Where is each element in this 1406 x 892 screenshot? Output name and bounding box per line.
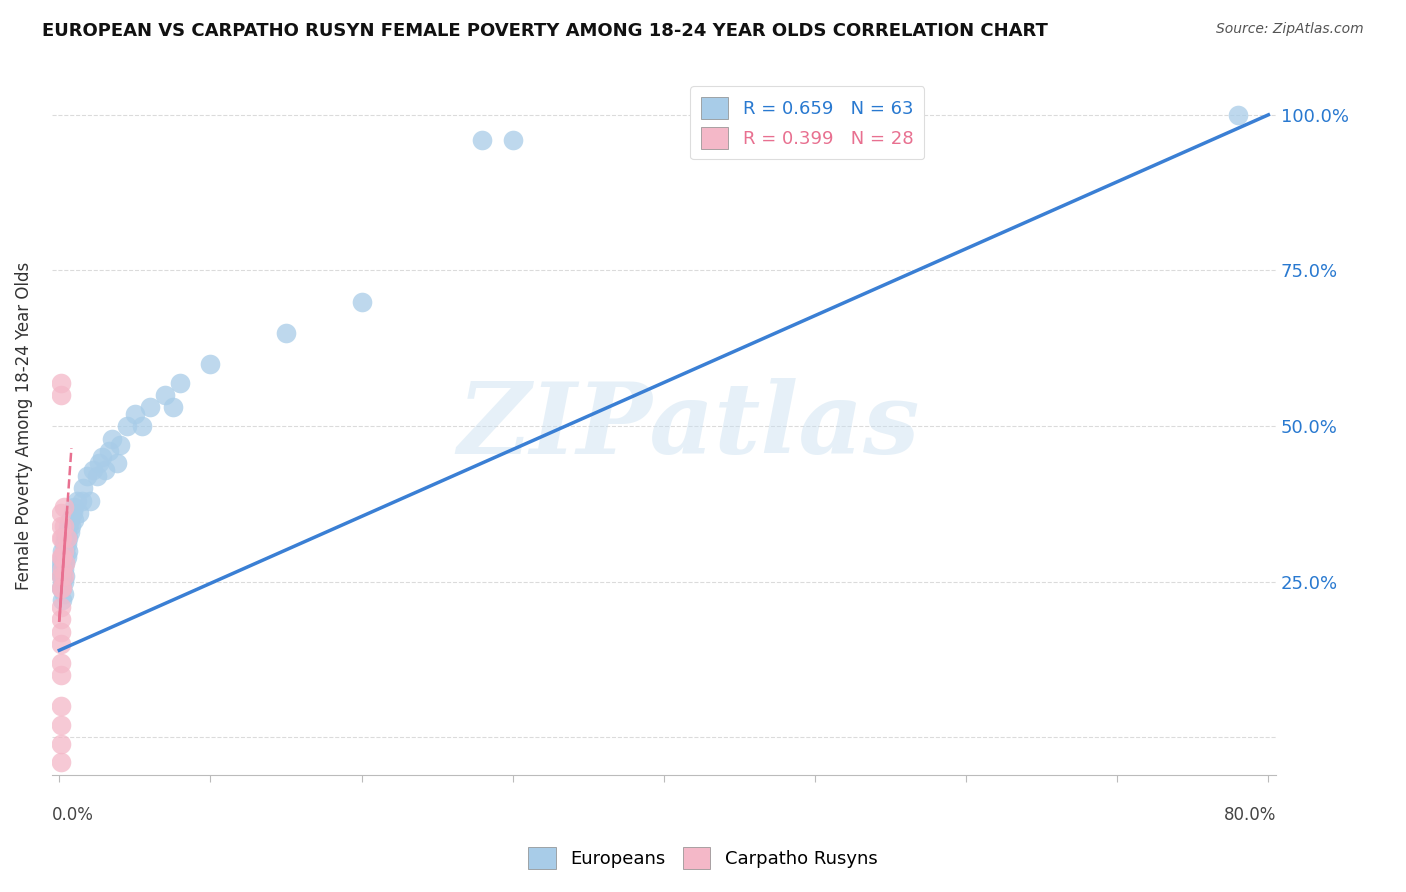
Point — [51, 549, 73, 564]
Point — [53, 531, 76, 545]
Legend: Europeans, Carpatho Rusyns: Europeans, Carpatho Rusyns — [519, 838, 887, 879]
Point — [49, 599, 72, 614]
Point — [51, 543, 73, 558]
Point — [49, 737, 72, 751]
Point — [350, 294, 373, 309]
Point — [471, 133, 494, 147]
Point — [63, 500, 86, 514]
Point — [52, 549, 75, 564]
Point — [60, 518, 83, 533]
Point — [52, 543, 75, 558]
Point — [79, 494, 101, 508]
Point — [53, 543, 76, 558]
Point — [49, 568, 72, 582]
Point — [49, 612, 72, 626]
Point — [49, 581, 72, 595]
Point — [502, 133, 524, 147]
Point — [49, 581, 72, 595]
Point — [67, 506, 90, 520]
Point — [49, 549, 72, 564]
Point — [274, 326, 297, 340]
Point — [52, 574, 75, 589]
Point — [51, 581, 73, 595]
Point — [49, 531, 72, 545]
Point — [51, 568, 73, 582]
Point — [82, 463, 104, 477]
Point — [139, 401, 162, 415]
Point — [52, 568, 75, 582]
Point — [98, 444, 121, 458]
Point — [101, 432, 124, 446]
Point — [49, 376, 72, 390]
Point — [52, 500, 75, 514]
Point — [51, 531, 73, 545]
Point — [51, 574, 73, 589]
Point — [53, 556, 76, 570]
Point — [56, 531, 79, 545]
Point — [162, 401, 184, 415]
Point — [93, 463, 115, 477]
Text: 0.0%: 0.0% — [52, 806, 94, 824]
Point — [49, 668, 72, 682]
Point — [51, 562, 73, 576]
Point — [52, 587, 75, 601]
Point — [49, 562, 72, 576]
Point — [87, 457, 110, 471]
Point — [59, 524, 82, 539]
Point — [76, 469, 98, 483]
Text: 80.0%: 80.0% — [1223, 806, 1277, 824]
Point — [108, 438, 131, 452]
Point — [86, 469, 108, 483]
Point — [49, 624, 72, 639]
Text: Source: ZipAtlas.com: Source: ZipAtlas.com — [1216, 22, 1364, 37]
Y-axis label: Female Poverty Among 18-24 Year Olds: Female Poverty Among 18-24 Year Olds — [15, 262, 32, 591]
Point — [51, 556, 73, 570]
Point — [49, 637, 72, 651]
Point — [49, 518, 72, 533]
Point — [49, 656, 72, 670]
Point — [1227, 108, 1250, 122]
Point — [70, 494, 93, 508]
Point — [49, 699, 72, 714]
Point — [49, 506, 72, 520]
Point — [58, 531, 80, 545]
Point — [53, 556, 76, 570]
Point — [51, 562, 73, 576]
Point — [49, 556, 72, 570]
Point — [90, 450, 112, 465]
Point — [124, 407, 146, 421]
Point — [52, 562, 75, 576]
Point — [49, 756, 72, 770]
Point — [63, 512, 86, 526]
Point — [49, 718, 72, 732]
Point — [56, 549, 79, 564]
Point — [697, 120, 720, 135]
Point — [49, 568, 72, 582]
Point — [51, 581, 73, 595]
Point — [773, 127, 796, 141]
Point — [105, 457, 128, 471]
Point — [53, 568, 76, 582]
Point — [56, 524, 79, 539]
Point — [66, 494, 89, 508]
Legend: R = 0.659   N = 63, R = 0.399   N = 28: R = 0.659 N = 63, R = 0.399 N = 28 — [690, 87, 924, 160]
Point — [52, 518, 75, 533]
Point — [153, 388, 176, 402]
Point — [56, 537, 79, 551]
Point — [51, 593, 73, 607]
Text: EUROPEAN VS CARPATHO RUSYN FEMALE POVERTY AMONG 18-24 YEAR OLDS CORRELATION CHAR: EUROPEAN VS CARPATHO RUSYN FEMALE POVERT… — [42, 22, 1047, 40]
Point — [51, 549, 73, 564]
Point — [59, 512, 82, 526]
Point — [72, 482, 94, 496]
Point — [62, 506, 84, 520]
Point — [58, 518, 80, 533]
Point — [49, 388, 72, 402]
Point — [200, 357, 222, 371]
Text: ZIPatlas: ZIPatlas — [457, 378, 920, 475]
Point — [52, 537, 75, 551]
Point — [169, 376, 191, 390]
Point — [117, 419, 139, 434]
Point — [58, 543, 80, 558]
Point — [131, 419, 153, 434]
